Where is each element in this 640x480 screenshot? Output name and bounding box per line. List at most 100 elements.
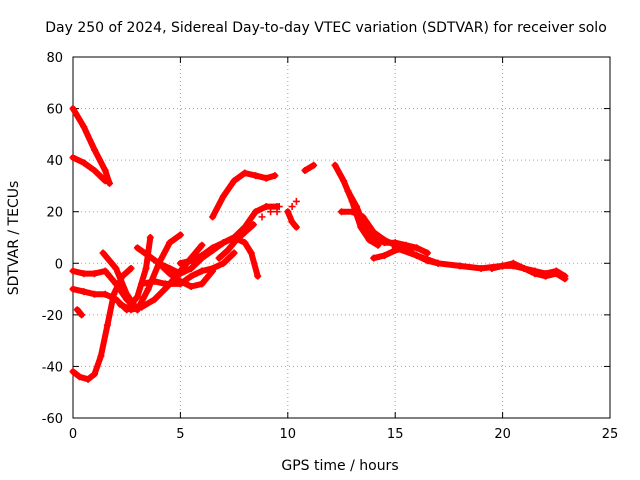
plot-frame bbox=[72, 56, 611, 419]
chart-title: Day 250 of 2024, Sidereal Day-to-day VTE… bbox=[45, 20, 607, 36]
data-point bbox=[101, 166, 109, 174]
isolated-data-point bbox=[273, 208, 281, 216]
data-point bbox=[90, 270, 98, 278]
data-point bbox=[69, 105, 77, 113]
data-point bbox=[103, 321, 111, 329]
data-point bbox=[241, 228, 249, 236]
isolated-data-point bbox=[258, 213, 266, 221]
data-point bbox=[215, 254, 223, 262]
data-point bbox=[361, 223, 369, 231]
x-tick-label: 0 bbox=[69, 427, 77, 442]
data-point bbox=[310, 161, 318, 169]
data-point bbox=[198, 241, 206, 249]
series-arc-3 bbox=[73, 306, 86, 319]
data-points bbox=[69, 105, 569, 383]
data-point bbox=[97, 352, 105, 360]
data-point bbox=[133, 293, 141, 301]
data-point bbox=[106, 179, 114, 187]
y-tick-label: -60 bbox=[42, 412, 63, 427]
data-point bbox=[198, 252, 206, 260]
data-point bbox=[187, 257, 195, 265]
data-point bbox=[380, 239, 388, 247]
data-point bbox=[561, 272, 569, 280]
data-point bbox=[209, 264, 217, 272]
data-point bbox=[176, 280, 184, 288]
data-point bbox=[90, 146, 98, 154]
data-point bbox=[112, 280, 120, 288]
data-point bbox=[247, 249, 255, 257]
data-point bbox=[219, 259, 227, 267]
series-arc-4 bbox=[69, 234, 154, 314]
data-point bbox=[224, 246, 232, 254]
data-point bbox=[127, 264, 135, 272]
data-point bbox=[151, 295, 159, 303]
data-point bbox=[116, 301, 124, 309]
data-point bbox=[187, 272, 195, 280]
series-arc-2 bbox=[69, 154, 109, 185]
y-tick-label: 20 bbox=[46, 206, 63, 221]
data-point bbox=[241, 169, 249, 177]
data-point bbox=[542, 270, 550, 278]
data-point bbox=[284, 208, 292, 216]
data-point bbox=[73, 306, 81, 314]
x-tick-label: 25 bbox=[602, 427, 619, 442]
data-point bbox=[176, 231, 184, 239]
data-point bbox=[155, 259, 163, 267]
series-arc-13 bbox=[209, 169, 279, 221]
data-point bbox=[133, 244, 141, 252]
data-point bbox=[69, 154, 77, 162]
y-tick-label: 60 bbox=[46, 103, 63, 118]
data-point bbox=[101, 290, 109, 298]
data-point bbox=[353, 203, 361, 211]
x-tick-label: 20 bbox=[494, 427, 511, 442]
y-tick-label: 80 bbox=[46, 51, 63, 66]
data-point bbox=[166, 239, 174, 247]
data-point bbox=[151, 277, 159, 285]
x-tick-label: 5 bbox=[176, 427, 184, 442]
series-track bbox=[70, 105, 113, 187]
data-point bbox=[254, 272, 262, 280]
series-arc-22 bbox=[488, 262, 569, 280]
data-point bbox=[338, 208, 345, 216]
data-point bbox=[365, 236, 373, 244]
data-point bbox=[69, 285, 77, 293]
isolated-data-point bbox=[275, 203, 283, 211]
data-point bbox=[144, 285, 152, 293]
data-point bbox=[531, 267, 539, 275]
data-point bbox=[112, 264, 120, 272]
data-point bbox=[101, 267, 109, 275]
data-point bbox=[166, 264, 174, 272]
data-point bbox=[423, 249, 431, 257]
data-point bbox=[80, 288, 88, 296]
data-point bbox=[456, 262, 464, 270]
data-point bbox=[331, 161, 339, 169]
data-point bbox=[413, 252, 421, 260]
data-point bbox=[271, 172, 279, 180]
data-point bbox=[292, 223, 300, 231]
series-arc-14 bbox=[215, 221, 257, 262]
data-point bbox=[209, 244, 217, 252]
data-point bbox=[90, 166, 98, 174]
isolated-data-point bbox=[288, 203, 296, 211]
series-arc-16 bbox=[301, 161, 318, 174]
series-arc-15 bbox=[284, 208, 300, 231]
y-tick-label: 0 bbox=[55, 257, 63, 272]
data-point bbox=[252, 172, 260, 180]
data-point bbox=[146, 234, 154, 241]
data-point bbox=[391, 244, 399, 252]
data-point bbox=[176, 259, 184, 267]
data-point bbox=[80, 270, 88, 278]
series-track bbox=[100, 231, 184, 313]
y-tick-label: -40 bbox=[42, 360, 63, 375]
data-point bbox=[262, 203, 270, 211]
data-point bbox=[99, 249, 107, 257]
x-tick-label: 15 bbox=[387, 427, 404, 442]
data-point bbox=[241, 239, 249, 247]
data-point bbox=[78, 311, 86, 319]
data-point bbox=[144, 252, 152, 260]
data-point bbox=[187, 264, 195, 272]
data-point bbox=[209, 213, 217, 221]
data-point bbox=[219, 239, 227, 247]
data-point bbox=[75, 373, 83, 381]
